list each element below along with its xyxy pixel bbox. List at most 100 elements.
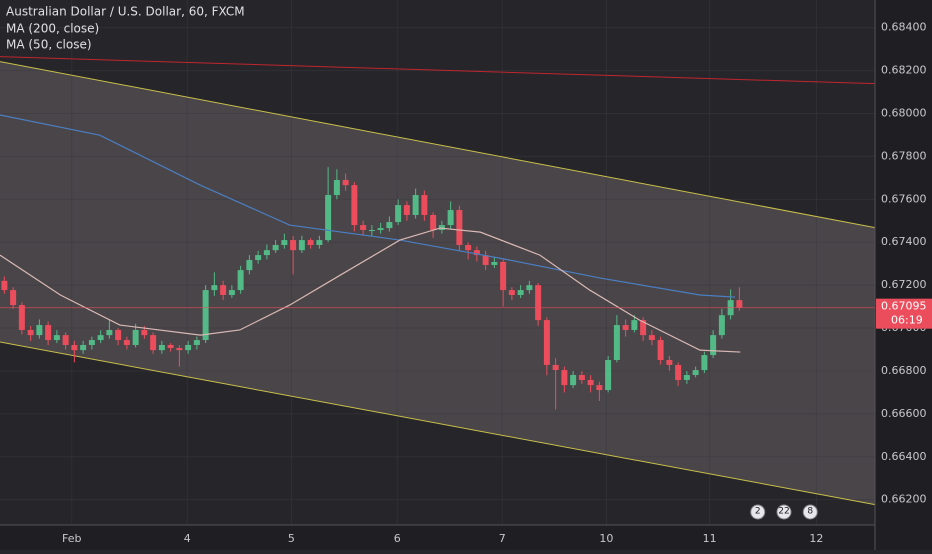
candle-body xyxy=(325,195,332,241)
candle-body xyxy=(657,340,664,361)
candle-body xyxy=(622,325,629,330)
candle-body xyxy=(438,225,445,230)
candle-body xyxy=(263,250,270,256)
candle-body xyxy=(80,344,87,351)
legend-entry: MA (50, close) xyxy=(6,38,92,52)
candle-body xyxy=(316,240,323,246)
candle-body xyxy=(465,245,472,251)
last-price-box xyxy=(876,298,932,329)
event-label: 8 xyxy=(807,507,813,517)
candle-body xyxy=(692,370,699,376)
candle-body xyxy=(386,222,393,229)
event-badge xyxy=(802,504,818,520)
candle-body xyxy=(430,214,437,230)
candle-body xyxy=(561,370,568,386)
candle-body xyxy=(526,285,533,291)
x-tick-label: Feb xyxy=(62,532,81,545)
last-price-label: 0.67095 xyxy=(881,300,927,313)
candle-body xyxy=(1,280,8,291)
candle-body xyxy=(587,379,594,386)
candle-body xyxy=(228,290,235,296)
candle-body xyxy=(736,300,743,308)
candle-body xyxy=(237,270,244,291)
y-tick-label: 0.67800 xyxy=(881,149,927,162)
candle-body xyxy=(176,347,183,351)
x-tick-label: 5 xyxy=(288,532,295,545)
candle-body xyxy=(491,261,498,265)
event-label: 2 xyxy=(755,507,761,517)
y-tick-label: 0.66400 xyxy=(881,450,927,463)
event-badge xyxy=(776,504,792,520)
candle-body xyxy=(53,335,60,341)
y-tick-label: 0.66600 xyxy=(881,407,927,420)
candle-body xyxy=(613,325,620,361)
candle-body xyxy=(45,325,52,341)
x-tick-label: 11 xyxy=(703,532,717,545)
y-tick-label: 0.68400 xyxy=(881,21,927,34)
candle-body xyxy=(141,329,148,336)
plot xyxy=(0,0,876,525)
candle-body xyxy=(106,329,113,336)
candle-body xyxy=(88,340,95,345)
candle-body xyxy=(535,285,542,321)
trend-line xyxy=(0,341,876,506)
candle-body xyxy=(412,195,419,215)
candle-body xyxy=(552,364,559,371)
candle-body xyxy=(360,225,367,230)
candle-body xyxy=(97,335,104,341)
candle-body xyxy=(683,375,690,380)
candle-body xyxy=(605,360,612,391)
candle-body xyxy=(570,375,577,386)
candle-body xyxy=(648,335,655,341)
candle-body xyxy=(27,329,34,336)
candle-body xyxy=(18,305,25,330)
candle-body xyxy=(281,240,288,246)
candle-body xyxy=(290,240,297,251)
x-tick-label: 10 xyxy=(599,532,613,545)
candle-body xyxy=(298,240,305,251)
event-label: 22 xyxy=(778,507,789,517)
candle-body xyxy=(71,344,78,351)
y-tick-label: 0.67400 xyxy=(881,235,927,248)
legend-entry: MA (200, close) xyxy=(6,22,99,36)
price-axis xyxy=(875,0,932,550)
x-tick-label: 4 xyxy=(184,532,191,545)
candle-body xyxy=(211,285,218,291)
candle-body xyxy=(395,205,402,223)
y-tick-label: 0.66800 xyxy=(881,364,927,377)
candle-body xyxy=(482,255,489,265)
candle-body xyxy=(517,290,524,296)
candle-body xyxy=(202,290,209,341)
candle-body xyxy=(10,290,17,306)
candle-body xyxy=(158,344,165,351)
trend-line xyxy=(0,56,876,85)
chart-title: Australian Dollar / U.S. Dollar, 60, FXC… xyxy=(6,5,245,19)
y-tick-label: 0.68200 xyxy=(881,64,927,77)
candle-body xyxy=(508,290,515,296)
candle-body xyxy=(578,375,585,380)
candle-body xyxy=(246,260,253,271)
candle-body xyxy=(701,355,708,371)
event-badge xyxy=(750,504,766,520)
candle-body xyxy=(377,228,384,230)
candle-body xyxy=(150,335,157,351)
x-tick-label: 6 xyxy=(394,532,401,545)
candle-body xyxy=(368,229,375,231)
candle-body xyxy=(62,335,69,345)
candle-body xyxy=(272,245,279,251)
ma-line xyxy=(0,227,741,353)
candle-body xyxy=(333,180,340,196)
candle-body xyxy=(342,180,349,186)
candle-body xyxy=(718,315,725,336)
candle-body xyxy=(596,385,603,391)
candle-body xyxy=(543,320,550,365)
candle-body xyxy=(473,250,480,256)
candle-body xyxy=(255,255,262,261)
candle-body xyxy=(185,344,192,351)
candle-body xyxy=(36,325,43,336)
candle-body xyxy=(132,329,139,345)
candle-body xyxy=(631,320,638,330)
countdown: 06:19 xyxy=(891,314,923,327)
